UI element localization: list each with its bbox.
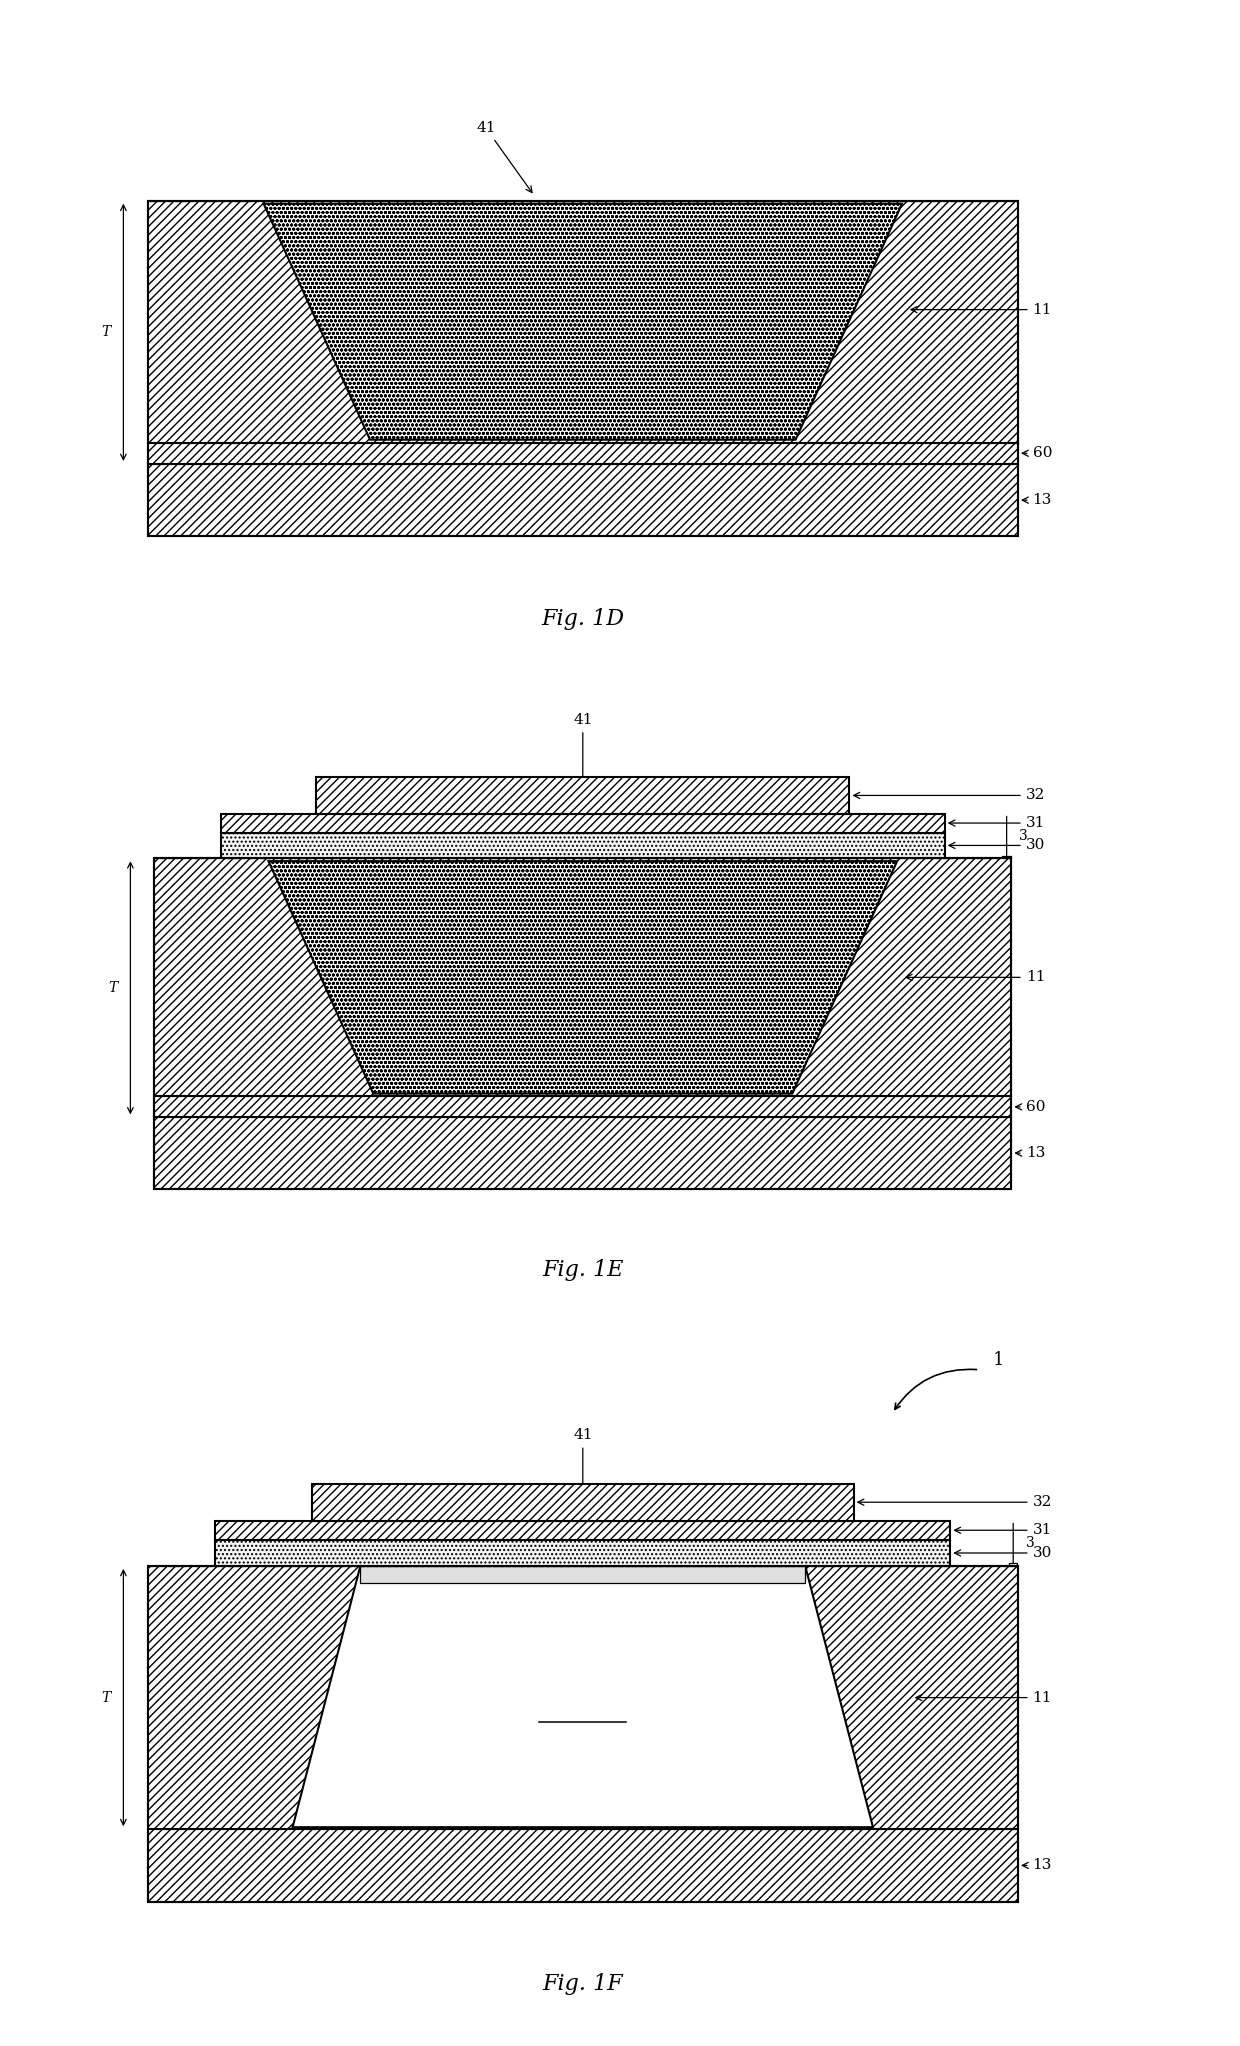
Text: Fig. 1D: Fig. 1D bbox=[541, 608, 625, 630]
Polygon shape bbox=[293, 1565, 873, 1827]
Bar bbox=[154, 1097, 1012, 1117]
Bar bbox=[221, 814, 945, 833]
Text: 13: 13 bbox=[1022, 1858, 1052, 1872]
Text: 31: 31 bbox=[949, 816, 1045, 831]
Bar bbox=[216, 1520, 950, 1541]
Text: 32: 32 bbox=[853, 788, 1045, 802]
Polygon shape bbox=[269, 861, 897, 1093]
Bar bbox=[221, 833, 945, 857]
Bar bbox=[148, 442, 1018, 464]
Text: 30: 30 bbox=[955, 1547, 1052, 1559]
Text: 13: 13 bbox=[1016, 1146, 1045, 1160]
Text: 50: 50 bbox=[458, 1577, 531, 1625]
Text: Fig. 1E: Fig. 1E bbox=[542, 1258, 624, 1281]
Text: 3: 3 bbox=[1025, 1537, 1034, 1551]
Text: 13: 13 bbox=[1022, 493, 1052, 507]
Polygon shape bbox=[361, 1565, 805, 1584]
Bar bbox=[154, 857, 1012, 1189]
Polygon shape bbox=[264, 205, 901, 440]
Text: 11: 11 bbox=[906, 970, 1045, 984]
Text: T: T bbox=[109, 980, 118, 994]
Bar bbox=[148, 1829, 1018, 1901]
Bar bbox=[148, 201, 1018, 442]
Text: 11: 11 bbox=[916, 1690, 1052, 1704]
Bar bbox=[148, 1565, 1018, 1829]
Bar bbox=[316, 777, 849, 814]
Text: T: T bbox=[102, 1690, 110, 1704]
Text: 40: 40 bbox=[572, 1696, 594, 1715]
Text: 41: 41 bbox=[573, 714, 593, 792]
Text: 60: 60 bbox=[1016, 1101, 1045, 1113]
Text: Fig. 1F: Fig. 1F bbox=[542, 1972, 624, 1995]
Text: 60: 60 bbox=[1022, 446, 1052, 460]
Text: 3: 3 bbox=[1019, 829, 1028, 843]
Text: 31: 31 bbox=[955, 1524, 1052, 1537]
Text: 11: 11 bbox=[911, 303, 1052, 317]
Text: T: T bbox=[102, 325, 110, 340]
Bar bbox=[154, 1117, 1012, 1189]
Bar bbox=[154, 857, 1012, 1097]
Text: 41: 41 bbox=[573, 1428, 593, 1498]
Bar bbox=[148, 464, 1018, 536]
Bar bbox=[312, 1483, 853, 1520]
Bar bbox=[148, 201, 1018, 536]
Text: 1: 1 bbox=[993, 1350, 1004, 1369]
Bar bbox=[216, 1541, 950, 1565]
Text: 30: 30 bbox=[949, 839, 1045, 853]
Text: 41: 41 bbox=[476, 121, 532, 192]
Text: 32: 32 bbox=[858, 1496, 1052, 1510]
Bar bbox=[148, 1565, 1018, 1901]
